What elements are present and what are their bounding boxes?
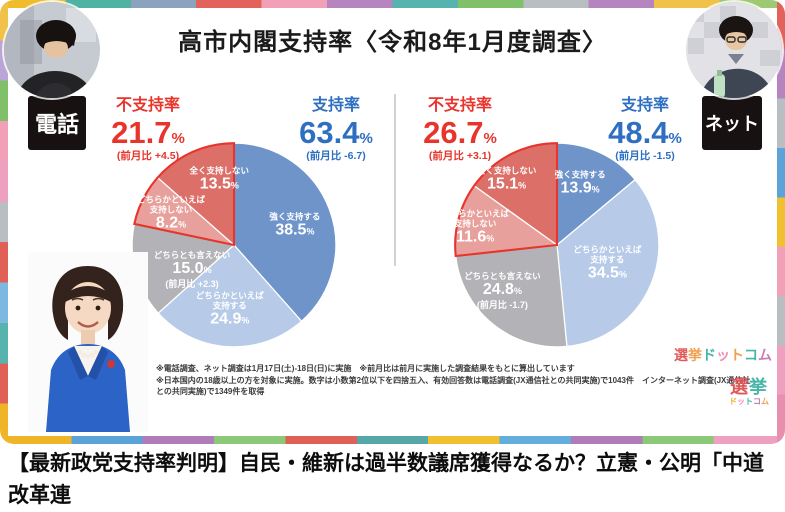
- pie-slice: [556, 142, 637, 247]
- politician-photo: [28, 252, 148, 432]
- stat-mom-change: (前月比 +4.5): [116, 150, 180, 162]
- stat-label: 不支持率: [115, 97, 180, 114]
- stat-value: 63.4%: [299, 115, 373, 150]
- logo-char: ッ: [737, 397, 745, 406]
- stat-label: 支持率: [620, 97, 669, 114]
- disapproval-group-outline: [133, 142, 236, 247]
- pie-slice: [556, 178, 660, 348]
- phone-disapproval-stat: 不支持率 21.7% (前月比 +4.5): [93, 98, 203, 162]
- logo-char: ム: [758, 347, 772, 363]
- logo-char: コ: [744, 347, 758, 363]
- pie-svg: [454, 142, 660, 348]
- logo-stacked-bottom: ドットコム: [720, 397, 778, 406]
- frame-border-top: [0, 0, 785, 8]
- footnote-line: ※電話調査、ネット調査は1月17日(土)-18日(日)に実施 ※前月比は前月に実…: [156, 364, 575, 373]
- senkyo-dotcom-logo-stacked: 選挙 ドットコム: [720, 378, 778, 407]
- logo-char: 挙: [688, 347, 702, 363]
- logo-stacked-top: 選挙: [720, 378, 778, 397]
- stat-mom-change: (前月比 +3.1): [428, 150, 492, 162]
- frame-border-bottom: [0, 436, 785, 444]
- logo-char: ド: [729, 397, 737, 406]
- stat-label: 支持率: [311, 97, 360, 114]
- net-approval-stat: 支持率 48.4% (前月比 -1.5): [590, 98, 700, 162]
- stat-value: 21.7%: [111, 115, 185, 150]
- logo-char: ト: [730, 347, 744, 363]
- stat-mom-change: (前月比 -1.5): [615, 150, 675, 162]
- logo-char: ド: [702, 347, 716, 363]
- page-title: 高市内閣支持率〈令和8年1月度調査〉: [178, 29, 607, 56]
- survey-footnotes: ※電話調査、ネット調査は1月17日(土)-18日(日)に実施 ※前月比は前月に実…: [156, 363, 756, 398]
- logo-char: ト: [745, 397, 753, 406]
- webcam-host-left: [4, 2, 100, 98]
- stat-value: 26.7%: [423, 115, 497, 150]
- logo-char: ッ: [716, 347, 730, 363]
- webcam-left-illustration: [4, 2, 100, 98]
- footnote-line: ※日本国内の18歳以上の方を対象に実施。数字は小数第2位以下を四捨五入、有効回答…: [156, 375, 751, 397]
- pie-svg: [131, 142, 337, 348]
- badge-net-survey: ネット: [702, 96, 762, 150]
- pie-slice: [233, 142, 337, 323]
- disapproval-group-outline: [454, 142, 559, 258]
- badge-phone-survey: 電話: [28, 96, 86, 150]
- politician-portrait-illustration: [28, 252, 148, 432]
- logo-char: 選: [674, 347, 688, 363]
- logo-char: 挙: [749, 377, 768, 397]
- logo-char: ム: [761, 397, 769, 406]
- phone-approval-stat: 支持率 63.4% (前月比 -6.7): [281, 98, 391, 162]
- net-disapproval-stat: 不支持率 26.7% (前月比 +3.1): [405, 98, 515, 162]
- stat-mom-change: (前月比 -6.7): [306, 150, 366, 162]
- frame-border-left: [0, 0, 8, 444]
- caption-line: 【最新政党支持率判明】自民・維新は過半数議席獲得なるか？立憲・公明「中道改革連: [8, 452, 764, 507]
- stat-value: 48.4%: [608, 115, 682, 150]
- pie-chart-net: 強く支持する 13.9% どちらかといえば 支持する 34.5% どちらとも言えない 24.…: [441, 140, 662, 350]
- webcam-right-illustration: [686, 2, 782, 98]
- logo-char: 選: [730, 377, 749, 397]
- pie-slice: [157, 244, 303, 348]
- pie-chart-phone: 強く支持する 38.5% どちらかといえば 支持する 24.9% どちらとも言えない 15.…: [129, 140, 339, 350]
- senkyo-dotcom-logo-horizontal: 選挙ドットコム: [620, 345, 772, 365]
- logo-char: コ: [753, 397, 761, 406]
- pie-slice: [455, 244, 568, 348]
- stat-label: 不支持率: [427, 97, 492, 114]
- webcam-host-right: [686, 2, 782, 98]
- chart-divider-line: [394, 94, 396, 266]
- frame-border-right: [777, 0, 785, 444]
- video-caption: 【最新政党支持率判明】自民・維新は過半数議席獲得なるか？立憲・公明「中道改革連 …: [0, 446, 785, 512]
